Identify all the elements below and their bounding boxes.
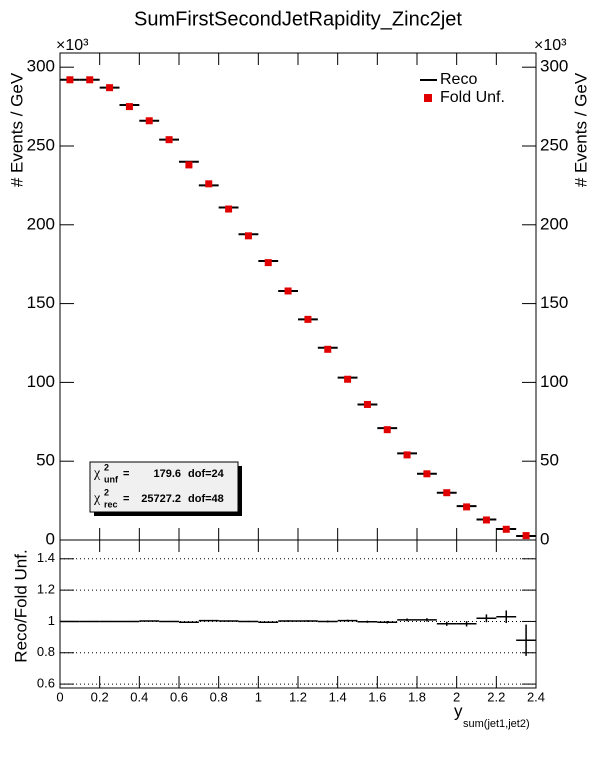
stat-value: 179.6 [153,468,181,480]
y-tick-label: 1 [48,613,55,628]
y-tick-label: 100 [27,372,55,391]
stat-eq: = [123,493,129,505]
ratio-y-label: Reco/Fold Unf. [11,549,30,662]
stat-value: 25727.2 [141,493,181,505]
x-tick-label: 0.6 [170,689,188,704]
x-tick-label: 0.8 [210,689,228,704]
y-tick-label: 1.4 [37,550,55,565]
y2-tick-label: 100 [540,372,568,391]
x-tick-label: 0 [56,689,63,704]
fold-point [244,232,252,240]
stat-dof: dof=24 [188,468,225,480]
y2-tick-label: 150 [540,293,568,312]
fold-point [482,516,490,524]
y-multiplier: ×10³ [56,37,89,54]
chart-title: SumFirstSecondJetRapidity_Zinc2jet [134,8,462,30]
fold-point [66,76,74,84]
fold-point [383,426,391,434]
stat-eq: = [123,468,129,480]
y-tick-label: 0.6 [37,676,55,691]
y-tick-label: 250 [27,135,55,154]
y2-tick-label: 0 [540,529,549,548]
y-axis-label: # Events / GeV [7,72,26,187]
stat-dof: dof=48 [188,493,224,505]
y-tick-label: 50 [36,451,55,470]
fold-point [86,76,94,84]
x-tick-label: 2.2 [487,689,505,704]
fold-point [403,451,411,459]
y2-tick-label: 50 [540,451,559,470]
x-tick-label: 1 [255,689,262,704]
x-tick-label: 2.4 [527,689,545,704]
legend-label: Reco [440,71,477,88]
fold-point [522,532,530,540]
x-axis-label: y [454,701,463,720]
x-tick-label: 1.8 [408,689,426,704]
x-tick-label: 1.2 [289,689,307,704]
fold-point [423,470,431,478]
y2-multiplier: ×10³ [534,37,567,54]
fold-point [125,103,133,111]
fold-point [304,315,312,323]
x-tick-label: 2 [453,689,460,704]
x-axis-label-sub: sum(jet1,jet2) [463,718,530,730]
fold-point [106,84,114,92]
fold-point [502,525,510,533]
fold-point [284,287,292,295]
fold-point [145,117,153,125]
stat-symbol: χ [93,491,101,506]
fold-point [463,503,471,511]
fold-point [264,259,272,267]
stat-sup: 2 [104,462,109,472]
stat-sup: 2 [104,487,109,497]
fold-point [363,400,371,408]
y-tick-label: 200 [27,214,55,233]
y2-tick-label: 200 [540,214,568,233]
x-tick-label: 1.6 [368,689,386,704]
stat-sub: rec [104,499,118,509]
y-tick-label: 150 [27,293,55,312]
y-tick-label: 0 [46,529,55,548]
fold-point [324,345,332,353]
x-tick-label: 0.2 [91,689,109,704]
fold-point [344,375,352,383]
stat-sub: unf [104,474,119,484]
x-tick-label: 0.4 [130,689,148,704]
legend-label: Fold Unf. [440,89,505,106]
stat-symbol: χ [93,466,101,481]
y-tick-label: 1.2 [37,582,55,597]
y-tick-label: 300 [27,57,55,76]
fold-point [443,489,451,497]
fold-point [185,161,193,169]
y2-axis-label: # Events / GeV [571,72,590,187]
stats-box [89,461,239,513]
y-tick-label: 0.8 [37,644,55,659]
fold-point [205,180,213,188]
fold-point [165,136,173,144]
y2-tick-label: 250 [540,135,568,154]
x-tick-label: 1.4 [329,689,347,704]
fold-point [225,205,233,213]
legend-marker [424,94,432,102]
y2-tick-label: 300 [540,57,568,76]
